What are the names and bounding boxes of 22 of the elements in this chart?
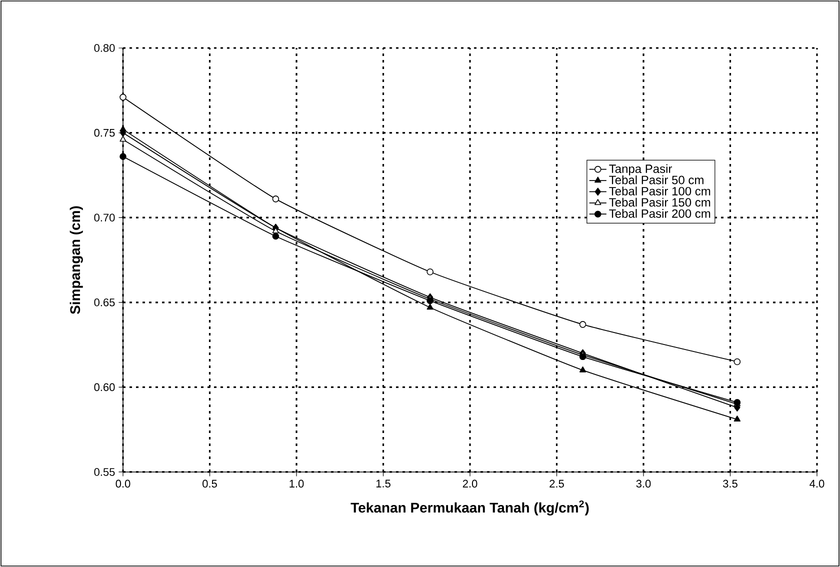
x-tick-label: 3.0 — [636, 480, 651, 488]
x-tick-label: 3.5 — [723, 480, 738, 488]
y-tick-label: 0.55 — [94, 468, 115, 476]
x-tick-label: 2.0 — [462, 480, 478, 488]
x-tick-label: 4.0 — [810, 480, 824, 488]
y-axis-title: Simpangan (cm) — [70, 206, 83, 314]
x-tick-label: 2.5 — [550, 480, 564, 488]
legend-label: Tanpa Pasir — [609, 164, 672, 176]
y-tick-label: 0.80 — [94, 44, 115, 52]
legend-label: Tebal Pasir 150 cm — [609, 198, 710, 207]
legend-label: Tebal Pasir 200 cm — [609, 209, 710, 218]
legend-label: Tebal Pasir 50 cm — [609, 175, 704, 184]
y-tick-label: 0.60 — [94, 383, 115, 392]
y-tick-label: 0.65 — [94, 298, 115, 306]
x-tick-label: 0.0 — [116, 480, 130, 488]
x-tick-label: 0.5 — [202, 480, 217, 488]
x-tick-label: 1.0 — [290, 480, 304, 488]
y-tick-label: 0.75 — [94, 128, 115, 137]
y-tick-label: 0.70 — [94, 214, 115, 222]
legend-label: Tebal Pasir 100 cm — [609, 186, 710, 196]
x-axis-title: Tekanan Permukaan Tanah (kg/cm$^{2}$) — [350, 500, 589, 516]
x-tick-label: 1.5 — [376, 480, 390, 488]
